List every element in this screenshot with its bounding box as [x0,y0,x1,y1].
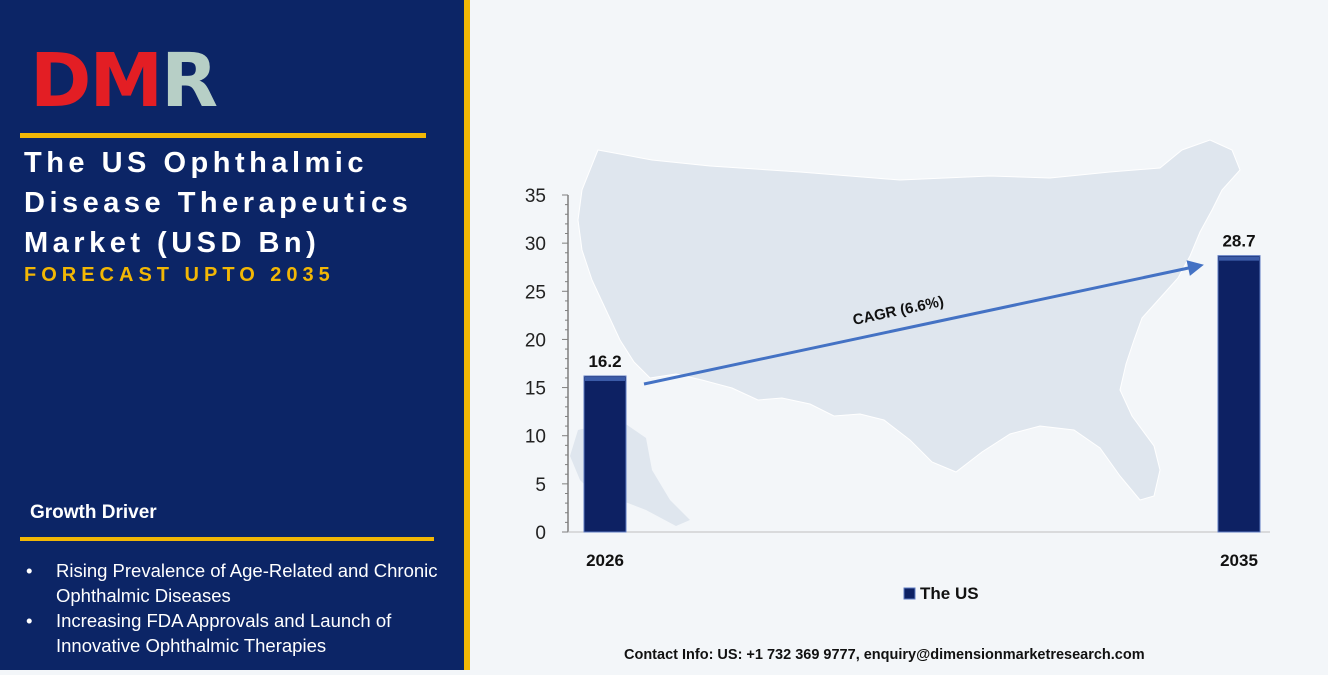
category-label: 2035 [1220,551,1258,570]
y-tick-label: 0 [535,523,546,544]
data-label: 16.2 [588,352,621,371]
bar-series [583,255,1261,533]
growth-driver-text: Rising Prevalence of Age-Related and Chr… [56,560,438,606]
y-tick-label: 15 [525,379,546,400]
y-tick-label: 25 [525,282,546,303]
growth-driver-text: Increasing FDA Approvals and Launch of I… [56,610,392,656]
logo-letter-m: M [89,38,163,124]
growth-driver-item: • Rising Prevalence of Age-Related and Ch… [26,558,446,608]
category-label: 2026 [586,551,624,570]
y-tick-label: 35 [525,186,546,207]
growth-driver-list: • Rising Prevalence of Age-Related and Ch… [26,558,446,658]
us-map-silhouette [577,139,1241,501]
bar-highlight [585,377,625,382]
report-title: The US Ophthalmic Disease Therapeutics M… [24,147,413,259]
cagr-arrow-line [643,264,1199,386]
logo-letter-r: R [161,38,218,124]
y-tick-label: 20 [525,330,546,351]
bullet-icon: • [26,560,33,581]
gold-vertical-divider [464,0,470,670]
y-tick-label: 5 [535,475,546,496]
growth-driver-item: • Increasing FDA Approvals and Launch of … [26,608,446,658]
y-axis: 0 5 10 15 20 25 30 35 [525,186,1270,544]
y-tick-label: 10 [525,427,546,448]
bullet-icon: • [26,610,33,631]
logo-letter-d: D [30,38,91,124]
contact-info: Contact Info: US: +1 732 369 9777, enqui… [624,647,1145,663]
report-subtitle: FORECAST UPTO 2035 [24,264,335,286]
legend-label: The US [920,584,979,603]
bar [1217,255,1261,533]
growth-driver-heading: Growth Driver [30,502,157,523]
chart-legend: The US [903,584,979,603]
legend-swatch [903,587,916,600]
data-labels: 16.2 28.7 [588,232,1255,371]
gold-divider-bottom [20,537,434,541]
cagr-arrow-head [1186,260,1204,276]
bar [583,375,627,533]
left-panel [0,0,464,670]
gold-divider-top [20,133,426,138]
dmr-logo: DMR [30,38,240,124]
y-tick-label: 30 [525,234,546,255]
x-axis-categories: 2026 2035 [586,551,1258,570]
chart-area: 0 5 10 15 20 25 30 35 16.2 28.7 2026 2035 CAGR (6… [470,0,1328,670]
data-label: 28.7 [1222,232,1255,251]
bar-highlight [1219,256,1259,261]
